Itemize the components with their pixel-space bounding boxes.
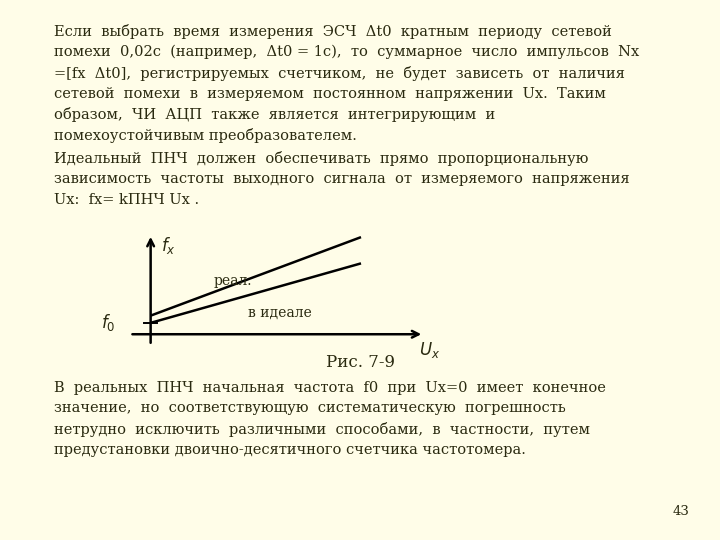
Text: 43: 43 <box>673 505 690 518</box>
Text: реал.: реал. <box>214 274 252 288</box>
Text: =[fx  Δt0],  регистрируемых  счетчиком,  не  будет  зависеть  от  наличия: =[fx Δt0], регистрируемых счетчиком, не … <box>54 66 625 81</box>
Text: Идеальный  ПНЧ  должен  обеспечивать  прямо  пропорциональную: Идеальный ПНЧ должен обеспечивать прямо … <box>54 151 588 166</box>
Text: образом,  ЧИ  АЦП  также  является  интегрирующим  и: образом, ЧИ АЦП также является интегриру… <box>54 107 495 123</box>
Text: в идеале: в идеале <box>248 306 312 320</box>
Text: Рис. 7-9: Рис. 7-9 <box>325 354 395 370</box>
Text: Если  выбрать  время  измерения  ЭСЧ  Δt0  кратным  периоду  сетевой: Если выбрать время измерения ЭСЧ Δt0 кра… <box>54 24 612 39</box>
Text: значение,  но  соответствующую  систематическую  погрешность: значение, но соответствующую систематиче… <box>54 402 566 415</box>
Text: предустановки двоично-десятичного счетчика частотомера.: предустановки двоично-десятичного счетчи… <box>54 443 526 457</box>
Text: $f_0$: $f_0$ <box>101 312 115 333</box>
Text: помехи  0,02с  (например,  Δt0 = 1с),  то  суммарное  число  импульсов  Nx: помехи 0,02с (например, Δt0 = 1с), то су… <box>54 45 639 59</box>
Text: Ux:  fx= kПНЧ Ux .: Ux: fx= kПНЧ Ux . <box>54 193 199 207</box>
Text: $f_x$: $f_x$ <box>161 235 176 256</box>
Text: сетевой  помехи  в  измеряемом  постоянном  напряжении  Ux.  Таким: сетевой помехи в измеряемом постоянном н… <box>54 86 606 100</box>
Text: нетрудно  исключить  различными  способами,  в  частности,  путем: нетрудно исключить различными способами,… <box>54 422 590 437</box>
Text: зависимость  частоты  выходного  сигнала  от  измеряемого  напряжения: зависимость частоты выходного сигнала от… <box>54 172 629 186</box>
Text: $U_x$: $U_x$ <box>419 340 440 360</box>
Text: В  реальных  ПНЧ  начальная  частота  f0  при  Ux=0  имеет  конечное: В реальных ПНЧ начальная частота f0 при … <box>54 381 606 395</box>
Text: помехоустойчивым преобразователем.: помехоустойчивым преобразователем. <box>54 128 357 143</box>
